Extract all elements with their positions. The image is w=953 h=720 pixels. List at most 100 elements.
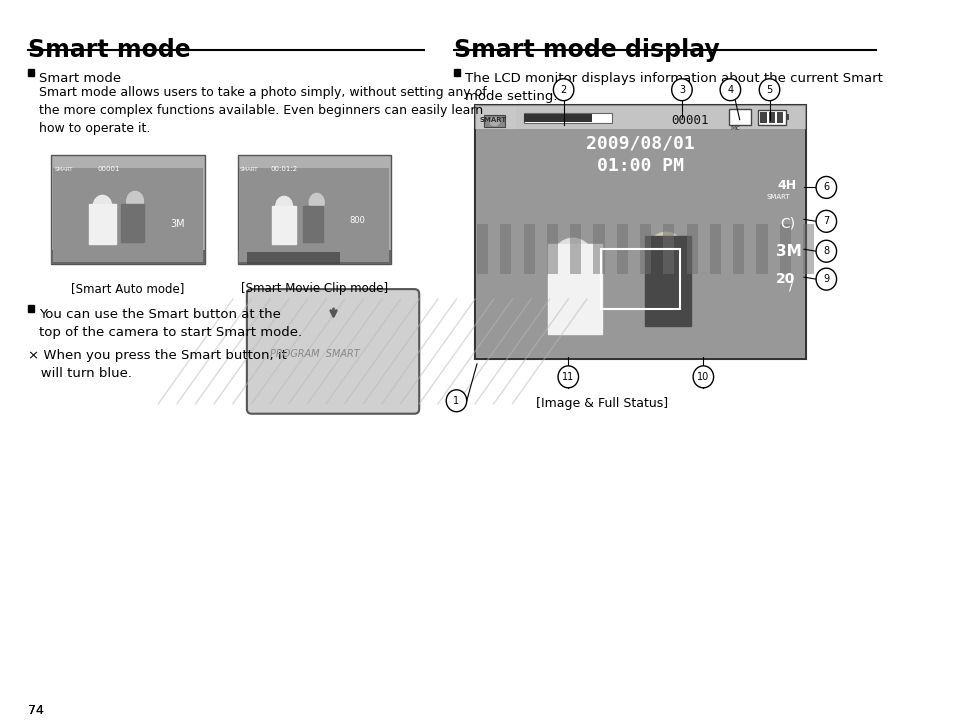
Bar — [760, 112, 766, 122]
Bar — [272, 207, 296, 244]
Text: 8: 8 — [822, 246, 828, 256]
Bar — [768, 112, 774, 122]
Bar — [476, 107, 516, 129]
Bar — [644, 236, 691, 326]
Text: [Smart Movie Clip mode]: [Smart Movie Clip mode] — [240, 282, 388, 295]
Bar — [523, 225, 535, 274]
FancyBboxPatch shape — [247, 289, 418, 414]
Text: SMART: SMART — [55, 168, 73, 173]
Bar — [570, 225, 580, 274]
Bar — [756, 225, 767, 274]
Text: ▶ STANDBY: ▶ STANDBY — [274, 266, 313, 272]
Text: Smart mode display: Smart mode display — [454, 38, 719, 62]
Bar — [454, 69, 459, 76]
Text: [Image & Full Status]: [Image & Full Status] — [536, 397, 667, 410]
Text: 4: 4 — [726, 85, 733, 95]
Bar — [779, 225, 790, 274]
Bar — [51, 155, 205, 264]
Text: 1: 1 — [453, 396, 459, 406]
Text: 3M: 3M — [171, 220, 185, 230]
Text: 00001: 00001 — [670, 114, 707, 127]
Bar — [51, 251, 205, 264]
Circle shape — [759, 78, 779, 101]
Text: /: / — [788, 279, 793, 292]
Bar — [547, 244, 601, 334]
Text: 00001: 00001 — [98, 166, 120, 173]
Bar — [802, 225, 813, 274]
Bar — [662, 225, 674, 274]
Bar — [593, 225, 604, 274]
Text: 10: 10 — [697, 372, 709, 382]
Text: 6: 6 — [822, 182, 828, 192]
Bar — [523, 112, 612, 122]
Text: 800: 800 — [349, 216, 365, 225]
Bar — [476, 225, 488, 274]
Text: SMART: SMART — [766, 194, 789, 200]
Text: SMART: SMART — [239, 168, 257, 173]
Bar — [758, 109, 785, 125]
Text: 01:00 PM: 01:00 PM — [597, 156, 683, 174]
Bar — [639, 225, 651, 274]
Bar — [728, 109, 750, 125]
Text: 74: 74 — [28, 704, 44, 717]
Text: Smart mode: Smart mode — [39, 72, 121, 85]
Bar — [237, 155, 391, 264]
Text: 11: 11 — [561, 372, 574, 382]
Circle shape — [815, 268, 836, 290]
Bar — [484, 114, 504, 127]
Circle shape — [815, 210, 836, 233]
Text: 00:01:2: 00:01:2 — [270, 166, 297, 173]
Bar — [733, 225, 743, 274]
Ellipse shape — [550, 238, 595, 290]
Bar — [686, 225, 697, 274]
Text: C): C) — [779, 216, 794, 230]
Ellipse shape — [490, 117, 498, 125]
Bar — [709, 225, 720, 274]
Bar — [475, 104, 805, 359]
Ellipse shape — [645, 233, 686, 280]
Text: 74: 74 — [28, 704, 44, 717]
Circle shape — [446, 390, 466, 412]
Text: You can use the Smart button at the
top of the camera to start Smart mode.: You can use the Smart button at the top … — [39, 308, 302, 339]
Circle shape — [671, 78, 692, 101]
Ellipse shape — [275, 197, 293, 216]
Circle shape — [815, 240, 836, 262]
Text: SMART: SMART — [479, 117, 506, 122]
Bar — [121, 204, 144, 242]
Circle shape — [558, 366, 578, 388]
Bar — [475, 104, 805, 129]
Text: Smart mode allows users to take a photo simply, without setting any of
the more : Smart mode allows users to take a photo … — [39, 86, 486, 135]
Text: Smart mode: Smart mode — [28, 38, 191, 62]
Bar — [546, 225, 558, 274]
Text: 2009/08/01: 2009/08/01 — [585, 135, 694, 153]
Ellipse shape — [309, 194, 324, 212]
Bar — [28, 69, 34, 76]
Circle shape — [553, 78, 574, 101]
Bar — [247, 252, 339, 264]
Text: 7: 7 — [822, 216, 828, 226]
Circle shape — [815, 176, 836, 199]
Bar — [476, 129, 803, 357]
Bar — [524, 114, 591, 122]
Text: 4H: 4H — [777, 179, 796, 192]
Text: [Smart Auto mode]: [Smart Auto mode] — [71, 282, 185, 295]
Bar — [53, 168, 203, 262]
Bar — [616, 225, 627, 274]
Text: 3: 3 — [679, 85, 684, 95]
Bar — [28, 305, 34, 312]
Bar — [302, 207, 323, 242]
Ellipse shape — [93, 195, 112, 217]
Bar — [776, 112, 782, 122]
Bar — [237, 251, 391, 264]
Text: The LCD monitor displays information about the current Smart
mode setting.: The LCD monitor displays information abo… — [464, 72, 882, 103]
Circle shape — [720, 78, 740, 101]
Text: 2: 2 — [560, 85, 566, 95]
Text: × When you press the Smart button, it
   will turn blue.: × When you press the Smart button, it wi… — [28, 349, 287, 380]
Bar — [239, 168, 389, 262]
Ellipse shape — [127, 192, 143, 212]
Text: 3M: 3M — [775, 244, 801, 259]
Bar — [499, 225, 511, 274]
Circle shape — [693, 366, 713, 388]
Text: 9: 9 — [822, 274, 828, 284]
Text: Mc: Mc — [730, 125, 740, 130]
